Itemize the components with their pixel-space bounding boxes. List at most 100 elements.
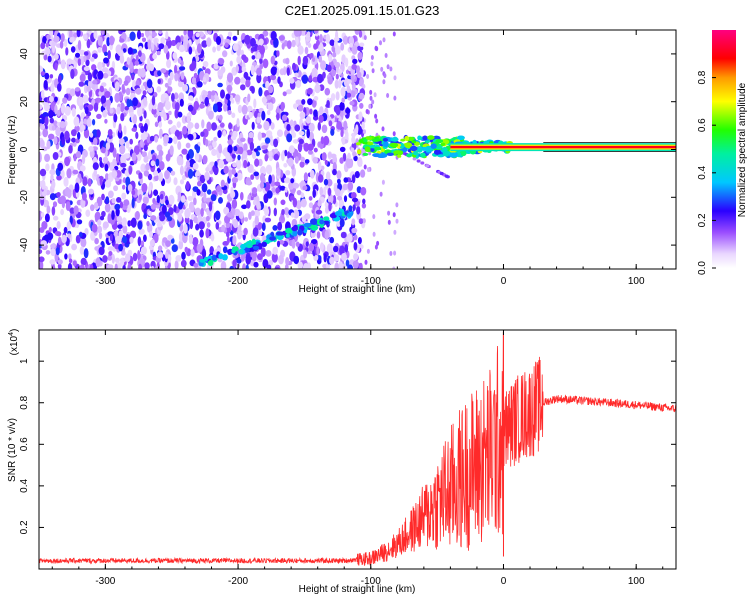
noise-speck bbox=[334, 262, 339, 269]
noise-speck bbox=[326, 178, 333, 187]
noise-speck bbox=[264, 137, 271, 144]
spectrogram-y-ticks: -40 -20 0 20 40 bbox=[19, 48, 676, 252]
x-tick-label: 0 bbox=[501, 276, 507, 287]
noise-speck bbox=[290, 212, 295, 218]
noise-speck bbox=[121, 217, 127, 227]
noise-speck bbox=[196, 243, 203, 253]
noise-speck bbox=[201, 119, 205, 129]
noise-speck bbox=[259, 181, 265, 189]
noise-speck bbox=[179, 179, 185, 185]
noise-speck bbox=[39, 248, 43, 255]
noise-speck bbox=[337, 178, 341, 185]
noise-speck bbox=[131, 152, 137, 161]
noise-speck bbox=[78, 81, 85, 87]
noise-speck bbox=[297, 55, 301, 66]
noise-speck bbox=[69, 215, 73, 225]
noise-speck bbox=[244, 34, 251, 45]
noise-speck bbox=[332, 195, 337, 205]
noise-speck bbox=[189, 218, 194, 230]
noise-speck bbox=[56, 175, 62, 181]
noise-speck bbox=[297, 142, 303, 153]
noise-speck bbox=[243, 227, 248, 236]
noise-speck bbox=[102, 156, 109, 164]
noise-speck bbox=[43, 79, 48, 90]
noise-speck bbox=[150, 203, 157, 210]
noise-speck bbox=[258, 87, 263, 97]
noise-speck bbox=[57, 74, 62, 84]
noise-speck bbox=[382, 37, 386, 43]
noise-speck bbox=[71, 137, 76, 143]
noise-speck bbox=[60, 33, 65, 43]
noise-speck bbox=[227, 144, 233, 154]
noise-speck bbox=[384, 53, 388, 58]
noise-speck bbox=[75, 52, 80, 58]
noise-speck bbox=[179, 35, 184, 43]
noise-speck bbox=[240, 49, 244, 56]
noise-speck bbox=[178, 202, 183, 210]
tone-speck bbox=[364, 146, 371, 153]
noise-speck bbox=[183, 30, 187, 36]
noise-speck bbox=[345, 259, 350, 267]
noise-speck bbox=[306, 31, 311, 37]
tone-speck bbox=[397, 154, 402, 158]
noise-speck bbox=[86, 117, 92, 127]
noise-speck bbox=[206, 90, 213, 100]
noise-speck bbox=[206, 189, 212, 195]
noise-speck bbox=[167, 234, 173, 240]
noise-speck bbox=[214, 210, 221, 221]
tone-speck bbox=[378, 153, 388, 158]
noise-speck bbox=[67, 233, 71, 239]
noise-speck bbox=[374, 45, 378, 51]
tone-speck bbox=[380, 148, 386, 153]
noise-speck bbox=[229, 265, 234, 269]
y-tick-label: 0.6 bbox=[19, 437, 30, 451]
noise-speck bbox=[44, 72, 50, 80]
noise-speck bbox=[202, 76, 207, 83]
noise-speck bbox=[344, 57, 349, 68]
noise-speck bbox=[281, 42, 285, 50]
noise-speck bbox=[325, 33, 331, 44]
noise-speck bbox=[55, 126, 61, 137]
noise-speck bbox=[180, 195, 186, 203]
noise-speck bbox=[49, 193, 56, 201]
noise-speck bbox=[361, 203, 367, 209]
noise-speck bbox=[332, 155, 338, 165]
noise-speck bbox=[141, 37, 147, 43]
noise-speck bbox=[69, 30, 73, 40]
noise-speck bbox=[101, 82, 107, 87]
noise-speck bbox=[138, 228, 145, 235]
y-tick-label: 0.2 bbox=[19, 520, 30, 534]
noise-speck bbox=[152, 53, 158, 60]
noise-speck bbox=[276, 129, 284, 137]
noise-speck bbox=[147, 173, 153, 181]
noise-speck bbox=[39, 152, 42, 163]
noise-speck bbox=[266, 264, 272, 269]
noise-speck bbox=[358, 218, 364, 225]
noise-speck bbox=[247, 164, 254, 173]
noise-speck bbox=[259, 63, 264, 70]
noise-speck bbox=[226, 231, 230, 238]
noise-speck bbox=[313, 96, 319, 101]
noise-speck bbox=[52, 201, 58, 208]
noise-speck bbox=[353, 234, 358, 241]
noise-speck bbox=[135, 87, 142, 95]
noise-speck bbox=[346, 92, 352, 98]
noise-speck bbox=[156, 144, 163, 152]
noise-speck bbox=[187, 195, 193, 202]
noise-speck bbox=[168, 86, 173, 93]
noise-speck bbox=[101, 210, 106, 218]
noise-speck bbox=[329, 236, 335, 244]
noise-speck bbox=[156, 86, 162, 93]
noise-speck bbox=[241, 204, 248, 210]
noise-speck bbox=[233, 145, 238, 152]
noise-speck bbox=[308, 131, 314, 142]
noise-speck bbox=[202, 155, 208, 165]
noise-speck bbox=[121, 192, 127, 200]
noise-speck bbox=[44, 153, 51, 163]
y-tick-label: 0 bbox=[19, 146, 30, 152]
noise-speck bbox=[331, 70, 336, 77]
noise-speck bbox=[187, 122, 194, 129]
noise-speck bbox=[56, 109, 61, 117]
noise-speck bbox=[129, 236, 134, 244]
noise-speck bbox=[137, 250, 141, 261]
